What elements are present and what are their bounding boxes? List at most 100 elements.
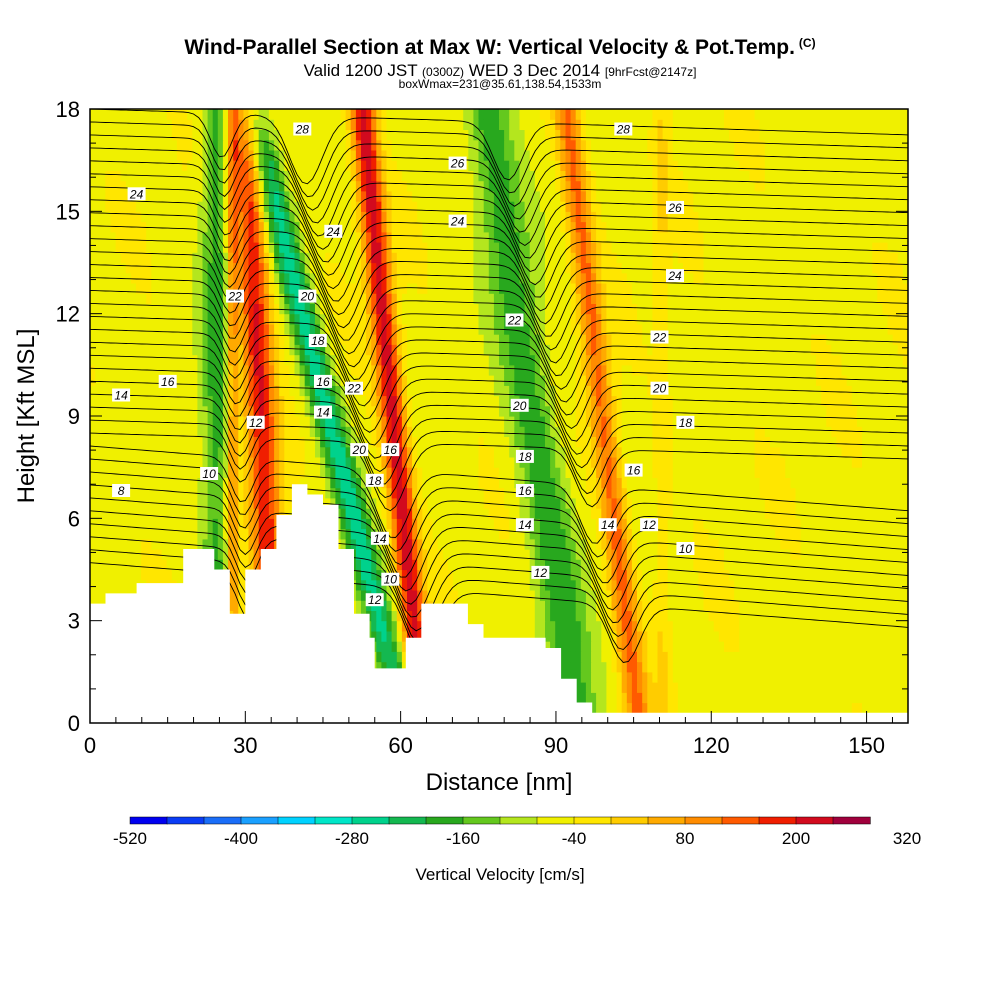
velocity-cell bbox=[846, 467, 853, 478]
velocity-cell bbox=[642, 702, 648, 714]
velocity-cell bbox=[877, 559, 883, 571]
velocity-cell bbox=[616, 436, 623, 448]
velocity-cell bbox=[862, 600, 868, 611]
velocity-cell bbox=[458, 508, 464, 519]
velocity-cell bbox=[657, 569, 664, 581]
velocity-cell bbox=[412, 467, 418, 478]
velocity-cell bbox=[371, 508, 377, 519]
velocity-cell bbox=[529, 590, 536, 601]
velocity-cell bbox=[677, 518, 684, 530]
velocity-cell bbox=[483, 549, 490, 560]
velocity-cell bbox=[672, 661, 679, 673]
velocity-cell bbox=[744, 559, 751, 571]
velocity-cell bbox=[524, 467, 531, 478]
velocity-cell bbox=[805, 405, 812, 417]
velocity-cell bbox=[591, 590, 597, 601]
velocity-cell bbox=[284, 487, 290, 499]
velocity-cell bbox=[851, 518, 858, 530]
velocity-cell bbox=[233, 416, 239, 427]
velocity-cell bbox=[171, 416, 178, 427]
velocity-cell bbox=[509, 487, 515, 499]
velocity-cell bbox=[897, 641, 904, 652]
velocity-cell bbox=[361, 508, 367, 519]
velocity-cell bbox=[447, 590, 454, 601]
velocity-cell bbox=[171, 426, 178, 437]
velocity-cell bbox=[647, 610, 653, 622]
velocity-cell bbox=[606, 702, 613, 714]
velocity-cell bbox=[877, 405, 883, 417]
velocity-cell bbox=[631, 518, 638, 530]
velocity-cell bbox=[759, 692, 766, 704]
velocity-cell bbox=[637, 477, 643, 489]
velocity-cell bbox=[427, 446, 434, 458]
velocity-cell bbox=[693, 610, 699, 622]
velocity-cell bbox=[529, 630, 536, 642]
velocity-cell bbox=[662, 559, 669, 571]
velocity-cell bbox=[136, 549, 142, 560]
velocity-cell bbox=[662, 508, 669, 519]
velocity-cell bbox=[816, 456, 822, 468]
velocity-cell bbox=[672, 528, 679, 540]
velocity-cell bbox=[591, 477, 597, 489]
velocity-cell bbox=[734, 518, 740, 530]
velocity-cell bbox=[550, 436, 556, 448]
velocity-cell bbox=[504, 477, 510, 489]
velocity-cell bbox=[698, 651, 705, 663]
velocity-cell bbox=[355, 508, 362, 519]
velocity-cell bbox=[427, 436, 434, 448]
velocity-cell bbox=[539, 497, 546, 509]
velocity-cell bbox=[611, 630, 618, 642]
velocity-cell bbox=[207, 508, 214, 519]
velocity-cell bbox=[856, 641, 863, 652]
chart-subtitle: Valid 1200 JST (0300Z) WED 3 Dec 2014 [9… bbox=[0, 61, 1000, 81]
velocity-cell bbox=[810, 549, 817, 560]
velocity-cell bbox=[683, 661, 689, 673]
velocity-cell bbox=[432, 518, 439, 530]
velocity-cell bbox=[95, 497, 101, 509]
velocity-cell bbox=[739, 426, 745, 437]
velocity-cell bbox=[795, 620, 802, 632]
velocity-cell bbox=[442, 590, 449, 601]
velocity-cell bbox=[816, 702, 822, 714]
velocity-cell bbox=[770, 702, 776, 714]
velocity-cell bbox=[422, 528, 428, 540]
velocity-cell bbox=[279, 477, 285, 489]
velocity-cell bbox=[698, 692, 705, 704]
velocity-cell bbox=[130, 528, 137, 540]
velocity-cell bbox=[100, 559, 106, 571]
velocity-cell bbox=[555, 559, 561, 571]
velocity-cell bbox=[729, 477, 735, 489]
velocity-cell bbox=[662, 600, 669, 611]
velocity-cell bbox=[718, 692, 725, 704]
velocity-cell bbox=[897, 661, 904, 673]
velocity-cell bbox=[534, 477, 541, 489]
velocity-cell bbox=[631, 569, 638, 581]
velocity-cell bbox=[151, 528, 157, 540]
velocity-cell bbox=[136, 518, 142, 530]
velocity-cell bbox=[693, 630, 699, 642]
velocity-cell bbox=[862, 518, 868, 530]
velocity-cell bbox=[437, 569, 444, 581]
velocity-cell bbox=[125, 405, 132, 417]
velocity-cell bbox=[115, 518, 122, 530]
velocity-cell bbox=[856, 671, 863, 683]
velocity-cell bbox=[447, 538, 454, 550]
velocity-cell bbox=[872, 497, 878, 509]
velocity-cell bbox=[836, 436, 843, 448]
velocity-cell bbox=[130, 559, 137, 571]
velocity-cell bbox=[744, 579, 751, 591]
velocity-cell bbox=[790, 538, 797, 550]
velocity-cell bbox=[877, 569, 883, 581]
velocity-cell bbox=[534, 487, 541, 499]
velocity-cell bbox=[585, 559, 592, 571]
velocity-cell bbox=[606, 651, 613, 663]
velocity-cell bbox=[156, 528, 163, 540]
velocity-cell bbox=[892, 405, 899, 417]
velocity-cell bbox=[841, 620, 848, 632]
velocity-cell bbox=[724, 692, 730, 704]
velocity-cell bbox=[335, 426, 342, 437]
velocity-cell bbox=[810, 579, 817, 591]
velocity-cell bbox=[805, 446, 812, 458]
velocity-cell bbox=[468, 569, 474, 581]
velocity-cell bbox=[539, 549, 546, 560]
